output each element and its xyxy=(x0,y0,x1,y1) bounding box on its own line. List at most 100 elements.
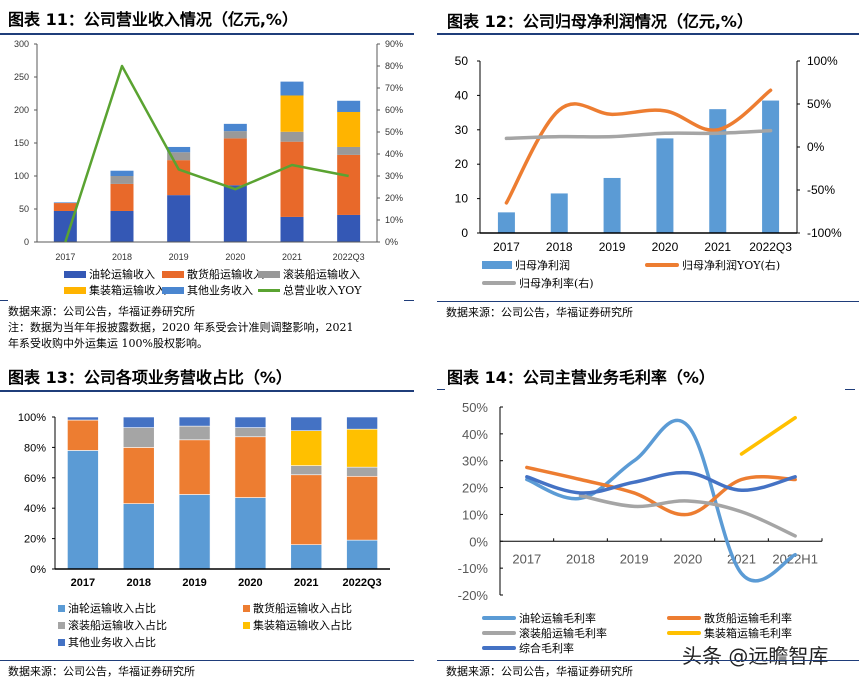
y2-tick-label: -100% xyxy=(807,226,842,240)
x-tick-label: 2021 xyxy=(294,577,318,589)
bar-segment xyxy=(122,416,155,428)
y-tick-label: 150 xyxy=(14,138,29,148)
legend-swatch xyxy=(645,263,679,267)
y-tick-label: 20% xyxy=(24,534,46,546)
chart13-title-rule xyxy=(0,390,414,392)
y-tick-label: 300 xyxy=(14,39,29,49)
bar-segment xyxy=(53,202,77,204)
chart11-title: 图表 11：公司营业收入情况（亿元,%） xyxy=(8,10,298,29)
bar-segment xyxy=(290,474,323,545)
x-tick-label: 2018 xyxy=(546,240,573,254)
x-tick-label: 2022Q3 xyxy=(343,577,382,589)
legend-swatch xyxy=(258,270,280,278)
bulk-margin-line xyxy=(525,465,797,517)
x-tick-label: 2020 xyxy=(238,577,262,589)
x-tick-label: 2021 xyxy=(282,252,302,262)
y-tick-label: 200 xyxy=(14,105,29,115)
chart11-svg: 0 50 100 150 200 250 300 0% 10% 20% 30% 40% 50% 60% 70… xyxy=(14,39,403,262)
watermark: 头条 @远瞻智库 xyxy=(682,644,829,668)
bar xyxy=(709,109,727,233)
bar-segment xyxy=(110,210,134,242)
legend-label: 集装箱运输毛利率 xyxy=(704,627,792,640)
y2-tick-label: 90% xyxy=(385,39,403,49)
bar-segment xyxy=(234,427,267,438)
bar-segment xyxy=(167,146,191,153)
chart12-svg: 0 10 20 30 40 50 -100% -50% 0% 50% 100% 2017 2018 201… xyxy=(455,54,842,254)
chart14-svg: -20% -10% 0% 10% 20% 30% 40% 50% 2017 2018 2019 202… xyxy=(458,400,823,603)
y2-tick-label: 20% xyxy=(385,193,403,203)
legend-item: 集装箱运输收入占比 xyxy=(243,617,352,633)
x-tick-label: 2021 xyxy=(704,240,731,254)
y-tick-label: 30% xyxy=(462,454,488,469)
bar-segment xyxy=(290,465,323,476)
bar-segment xyxy=(122,447,155,504)
bar-segment xyxy=(337,111,361,147)
bar-segment xyxy=(167,152,191,161)
y-tick-label: -10% xyxy=(458,561,489,576)
legend-label: 油轮运输收入 xyxy=(89,268,155,281)
y2-tick-label: 30% xyxy=(385,171,403,181)
y-tick-label: 100 xyxy=(14,171,29,181)
bar-segment xyxy=(337,146,361,155)
x-tick-label: 2017 xyxy=(71,577,95,589)
x-tick-label: 2017 xyxy=(512,551,541,566)
legend-label: 滚装船运输收入占比 xyxy=(68,619,167,632)
legend-item: 集装箱运输收入 xyxy=(64,282,166,298)
bar-segment xyxy=(223,131,247,139)
legend-label: 散货船运输收入占比 xyxy=(253,602,352,615)
legend-swatch xyxy=(243,621,250,629)
legend-label: 油轮运输收入占比 xyxy=(68,602,156,615)
legend-swatch xyxy=(243,604,250,612)
x-tick-label: 2019 xyxy=(182,577,206,589)
legend-swatch xyxy=(482,646,516,650)
container-margin-line xyxy=(739,415,797,456)
bar xyxy=(656,138,674,233)
y2-tick-label: -50% xyxy=(807,183,835,197)
oil-margin-line xyxy=(525,418,797,583)
x-tick-label: 2020 xyxy=(225,252,245,262)
bar-segment xyxy=(280,216,304,242)
x-tick-label: 2022Q3 xyxy=(333,252,365,262)
y-tick-label: 0 xyxy=(461,226,468,240)
chart12-bottom-rule xyxy=(437,301,859,302)
y-tick-label: 40% xyxy=(462,427,488,442)
legend-label: 滚装船运输收入 xyxy=(283,268,360,281)
y-tick-label: 100% xyxy=(18,412,46,424)
chart11-bottom-rule-left xyxy=(0,300,8,301)
legend-label: 其他业务收入 xyxy=(187,284,253,297)
legend-swatch xyxy=(162,286,184,294)
legend-item: 其他业务收入占比 xyxy=(58,634,156,650)
y-tick-label: 10 xyxy=(455,192,469,206)
bar xyxy=(497,212,515,233)
y2-tick-label: 60% xyxy=(385,105,403,115)
bar-segment xyxy=(110,176,134,184)
yoy-line xyxy=(64,64,349,243)
x-tick-label: 2018 xyxy=(112,252,132,262)
y-tick-label: 60% xyxy=(24,473,46,485)
legend-label: 总营业收入YOY xyxy=(283,284,362,297)
y-tick-label: 10% xyxy=(462,507,488,522)
legend-item: 散货船运输收入占比 xyxy=(243,600,352,616)
bar-segment xyxy=(53,203,77,211)
bar-segment xyxy=(234,497,267,570)
y-tick-label: 50% xyxy=(462,400,488,415)
y2-tick-label: 0% xyxy=(807,140,825,154)
chart14-title: 图表 14：公司主营业务毛利率（%） xyxy=(447,368,715,387)
x-tick-label: 2019 xyxy=(620,551,649,566)
bar-segment xyxy=(223,185,247,242)
chart11-source: 数据来源：公司公告，华福证券研究所 xyxy=(8,305,195,318)
x-tick-label: 2019 xyxy=(169,252,189,262)
bar-segment xyxy=(178,416,211,427)
x-tick-label: 2018 xyxy=(127,577,151,589)
chart11-bottom-rule-right xyxy=(404,300,414,301)
legend-label: 油轮运输毛利率 xyxy=(519,612,596,625)
chart13-source: 数据来源：公司公告，华福证券研究所 xyxy=(8,665,195,678)
legend-swatch xyxy=(258,288,280,292)
y-tick-label: 20 xyxy=(455,157,469,171)
legend-swatch xyxy=(64,270,86,278)
legend-swatch xyxy=(482,631,516,635)
bar-segment xyxy=(167,195,191,242)
roro-margin-line xyxy=(578,493,797,538)
bar-segment xyxy=(110,183,134,211)
chart12-source: 数据来源：公司公告，华福证券研究所 xyxy=(446,306,633,319)
